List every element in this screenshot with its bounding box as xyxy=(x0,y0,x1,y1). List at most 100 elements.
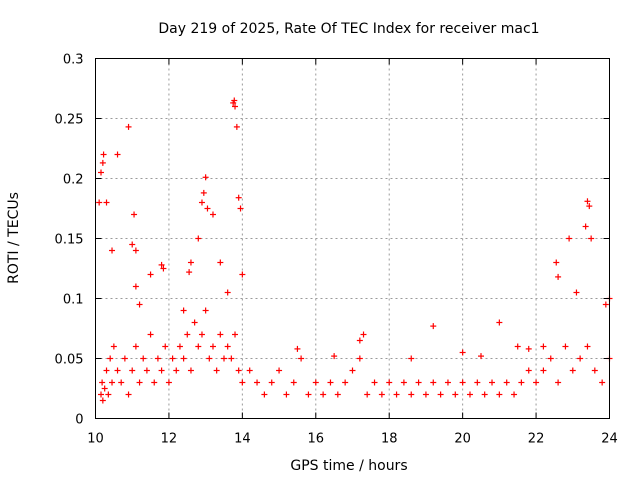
y-tick-label: 0.25 xyxy=(55,113,84,128)
data-point xyxy=(136,379,143,386)
data-point xyxy=(235,194,242,201)
data-point xyxy=(466,391,473,398)
data-point xyxy=(198,331,205,338)
data-point xyxy=(276,367,283,374)
data-point xyxy=(237,205,244,212)
data-point xyxy=(562,343,569,350)
data-point xyxy=(334,391,341,398)
data-point xyxy=(125,123,132,130)
data-point xyxy=(136,301,143,308)
data-point xyxy=(158,367,165,374)
y-tick-label: 0.15 xyxy=(55,233,84,248)
data-point xyxy=(430,379,437,386)
data-point xyxy=(555,379,562,386)
data-point xyxy=(312,379,319,386)
data-point xyxy=(232,103,239,110)
data-point xyxy=(213,367,220,374)
x-tick-label: 20 xyxy=(454,432,471,447)
data-point xyxy=(525,345,532,352)
data-point xyxy=(586,203,593,210)
data-point xyxy=(525,367,532,374)
data-point xyxy=(169,355,176,362)
data-point xyxy=(496,391,503,398)
data-point xyxy=(356,355,363,362)
data-point xyxy=(176,343,183,350)
data-point xyxy=(129,241,136,248)
data-point xyxy=(107,355,114,362)
data-point xyxy=(132,343,139,350)
data-point xyxy=(364,391,371,398)
data-point xyxy=(195,235,202,242)
data-point xyxy=(298,355,305,362)
data-point xyxy=(105,391,112,398)
data-point xyxy=(233,123,240,130)
data-point xyxy=(209,343,216,350)
data-points xyxy=(96,97,613,404)
data-point xyxy=(514,343,521,350)
data-point xyxy=(415,379,422,386)
data-point xyxy=(200,189,207,196)
y-tick-label: 0.3 xyxy=(63,53,84,68)
data-point xyxy=(191,319,198,326)
data-point xyxy=(342,379,349,386)
data-point xyxy=(121,355,128,362)
data-point xyxy=(198,199,205,206)
data-point xyxy=(489,379,496,386)
data-point xyxy=(103,367,110,374)
data-point xyxy=(588,235,595,242)
data-point xyxy=(151,379,158,386)
data-point xyxy=(195,343,202,350)
data-point xyxy=(540,343,547,350)
data-point xyxy=(173,367,180,374)
data-point xyxy=(129,367,136,374)
data-point xyxy=(437,391,444,398)
data-point xyxy=(180,307,187,314)
data-point xyxy=(327,379,334,386)
data-point xyxy=(547,355,554,362)
data-point xyxy=(158,261,165,268)
data-point xyxy=(569,367,576,374)
data-point xyxy=(386,379,393,386)
x-tick-label: 16 xyxy=(308,432,325,447)
data-point xyxy=(131,211,138,218)
data-point xyxy=(232,331,239,338)
data-point xyxy=(118,379,125,386)
x-tick-labels: 10 12 14 16 18 20 22 24 xyxy=(87,432,618,447)
data-point xyxy=(187,367,194,374)
x-tick-label: 24 xyxy=(601,432,618,447)
data-point xyxy=(540,367,547,374)
data-point xyxy=(99,397,106,404)
x-tick-label: 18 xyxy=(381,432,398,447)
data-point xyxy=(109,247,116,254)
data-point xyxy=(305,391,312,398)
data-point xyxy=(98,391,105,398)
data-point xyxy=(239,379,246,386)
data-point xyxy=(239,271,246,278)
data-point xyxy=(584,198,591,205)
data-point xyxy=(100,151,107,158)
data-point xyxy=(101,385,108,392)
data-point xyxy=(553,259,560,266)
y-tick-label: 0.05 xyxy=(55,353,84,368)
data-point xyxy=(98,169,105,176)
data-point xyxy=(132,283,139,290)
data-point xyxy=(184,331,191,338)
data-point xyxy=(360,331,367,338)
data-point xyxy=(533,379,540,386)
data-point xyxy=(221,355,227,362)
data-point xyxy=(235,367,242,374)
data-point xyxy=(110,343,117,350)
data-point xyxy=(378,391,385,398)
data-point xyxy=(496,319,503,326)
y-axis-title: ROTI / TECUs xyxy=(6,192,22,284)
y-tick-labels: 0 0.05 0.1 0.15 0.2 0.25 0.3 xyxy=(55,53,84,428)
data-point xyxy=(103,199,110,206)
data-point xyxy=(573,289,580,296)
data-point xyxy=(261,391,268,398)
data-point xyxy=(511,391,518,398)
data-point xyxy=(371,379,378,386)
chart-title: Day 219 of 2025, Rate Of TEC Index for r… xyxy=(158,21,539,37)
data-point xyxy=(566,235,573,242)
data-point xyxy=(599,379,606,386)
